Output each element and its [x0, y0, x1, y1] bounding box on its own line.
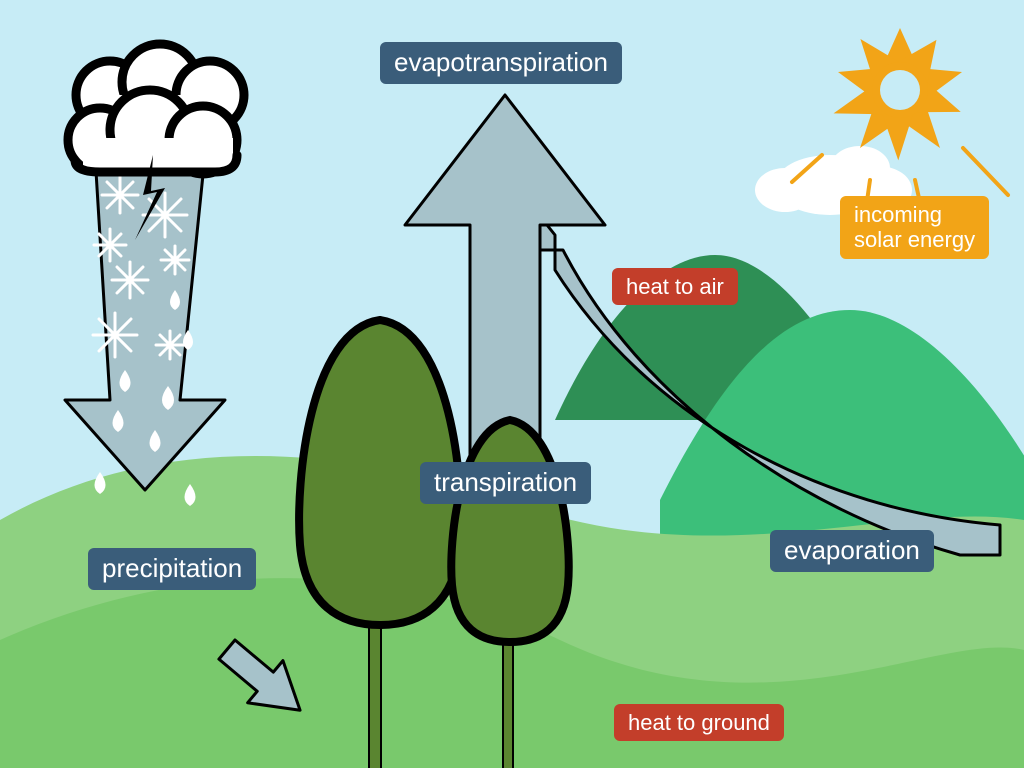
label-evaporation: evaporation	[770, 530, 934, 572]
water-cycle-diagram: evapotranspiration transpiration precipi…	[0, 0, 1024, 768]
diagram-svg	[0, 0, 1024, 768]
label-evapotranspiration: evapotranspiration	[380, 42, 622, 84]
label-precipitation: precipitation	[88, 548, 256, 590]
label-transpiration: transpiration	[420, 462, 591, 504]
label-incoming-solar-energy: incoming solar energy	[840, 196, 989, 259]
label-heat-to-air: heat to air	[612, 268, 738, 305]
label-heat-to-ground: heat to ground	[614, 704, 784, 741]
